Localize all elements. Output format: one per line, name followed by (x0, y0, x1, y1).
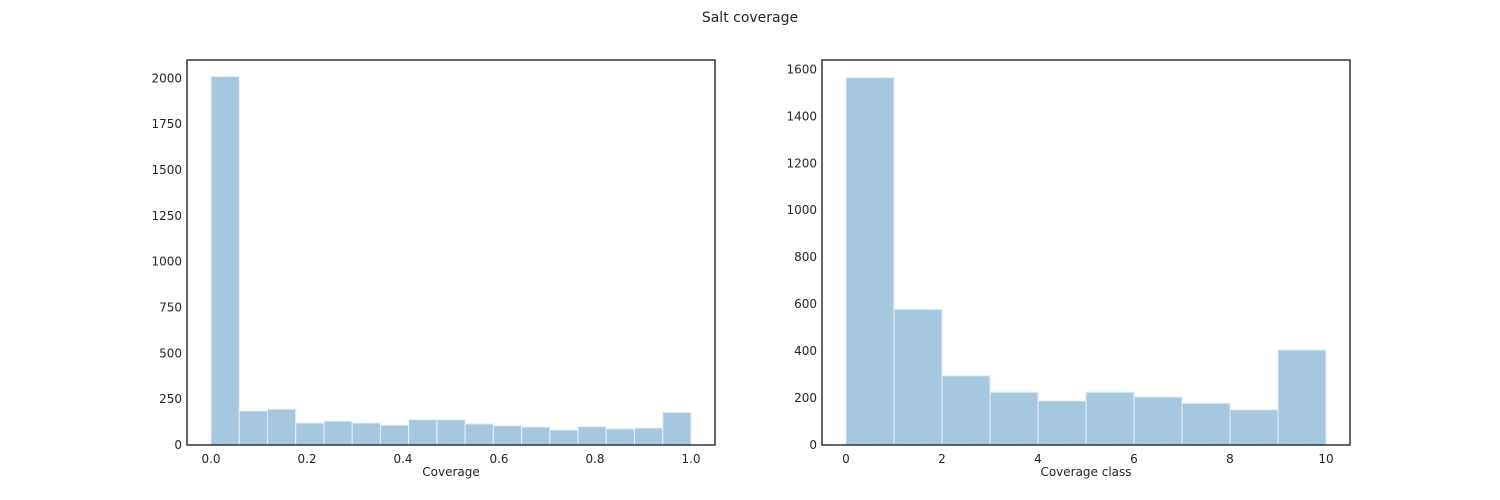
coverage-class-bar (989, 391, 1039, 446)
coverage-class-y-ticks: 0 200 400 600 800 1000 1200 1400 1600 (786, 62, 817, 452)
coverage-class-y-tick-label: 400 (794, 344, 817, 358)
coverage-bar (521, 426, 551, 446)
coverage-bar (662, 411, 692, 446)
coverage-bar (605, 428, 636, 446)
coverage-class-bar (1277, 349, 1327, 446)
coverage-bar (492, 425, 523, 446)
coverage-y-tick-label: 0 (174, 438, 182, 452)
coverage-y-tick-label: 1000 (151, 255, 182, 269)
coverage-class-y-tick-label: 1200 (786, 156, 817, 170)
coverage-y-tick-label: 1500 (151, 163, 182, 177)
coverage-class-bar (893, 308, 943, 446)
coverage-class-bar (1181, 402, 1231, 446)
coverage-class-y-tick-label: 600 (794, 297, 817, 311)
coverage-y-tick-label: 500 (159, 346, 182, 360)
coverage-x-ticks: 0.0 0.2 0.4 0.6 0.8 1.0 (201, 452, 700, 466)
coverage-axes-frame (186, 59, 716, 446)
coverage-class-bars (845, 77, 1327, 446)
coverage-class-x-tick-label: 6 (1130, 452, 1138, 466)
figure-title: Salt coverage (702, 10, 798, 26)
coverage-class-bar (845, 77, 895, 446)
coverage-bar (379, 424, 410, 446)
coverage-bar (577, 426, 607, 446)
coverage-bar (549, 429, 579, 446)
coverage-class-x-tick-label: 10 (1318, 452, 1333, 466)
coverage-y-tick-label: 250 (159, 392, 182, 406)
coverage-class-y-tick-label: 0 (809, 438, 817, 452)
coverage-class-x-tick-label: 4 (1034, 452, 1042, 466)
coverage-class-y-tick-label: 800 (794, 250, 817, 264)
coverage-histogram: 0.0 0.2 0.4 0.6 0.8 1.0 0 250 500 750 1000 1250 150… (151, 59, 716, 479)
coverage-x-tick-label: 1.0 (681, 452, 700, 466)
coverage-class-bar (1229, 409, 1279, 446)
coverage-class-x-ticks: 0 2 4 6 8 10 (842, 452, 1333, 466)
coverage-x-tick-label: 0.4 (393, 452, 412, 466)
coverage-bar (436, 419, 466, 446)
coverage-class-x-tick-label: 2 (938, 452, 946, 466)
coverage-bars (210, 76, 692, 446)
coverage-x-tick-label: 0.8 (585, 452, 604, 466)
coverage-class-bar (1085, 391, 1135, 446)
coverage-bar (408, 419, 438, 446)
coverage-bar (295, 422, 325, 446)
coverage-bar (634, 427, 664, 446)
coverage-x-tick-label: 0.0 (201, 452, 220, 466)
coverage-y-tick-label: 2000 (151, 71, 182, 85)
coverage-bar (210, 76, 240, 446)
coverage-y-tick-label: 1250 (151, 209, 182, 223)
coverage-x-tick-label: 0.2 (297, 452, 316, 466)
coverage-class-histogram: 0 2 4 6 8 10 0 200 400 600 800 1000 1200 1400 1600 Co… (786, 59, 1351, 479)
coverage-y-ticks: 0 250 500 750 1000 1250 1500 1750 2000 (151, 71, 182, 452)
coverage-class-x-tick-label: 0 (842, 452, 850, 466)
coverage-bar (266, 408, 297, 446)
coverage-class-x-label: Coverage class (1040, 465, 1131, 479)
coverage-class-bar (1037, 400, 1087, 446)
coverage-x-tick-label: 0.6 (489, 452, 508, 466)
coverage-bar (351, 422, 381, 446)
coverage-class-y-tick-label: 1000 (786, 203, 817, 217)
coverage-bar (238, 410, 268, 446)
coverage-class-bar (1133, 396, 1183, 446)
coverage-class-bar (941, 375, 991, 446)
coverage-bar (464, 423, 494, 446)
coverage-x-label: Coverage (422, 465, 480, 479)
coverage-class-y-tick-label: 200 (794, 391, 817, 405)
coverage-class-axes-frame (821, 59, 1351, 446)
coverage-y-tick-label: 1750 (151, 117, 182, 131)
coverage-class-y-tick-label: 1600 (786, 62, 817, 76)
coverage-class-x-tick-label: 8 (1226, 452, 1234, 466)
coverage-y-tick-label: 750 (159, 301, 182, 315)
coverage-class-y-tick-label: 1400 (786, 109, 817, 123)
coverage-bar (323, 420, 353, 446)
